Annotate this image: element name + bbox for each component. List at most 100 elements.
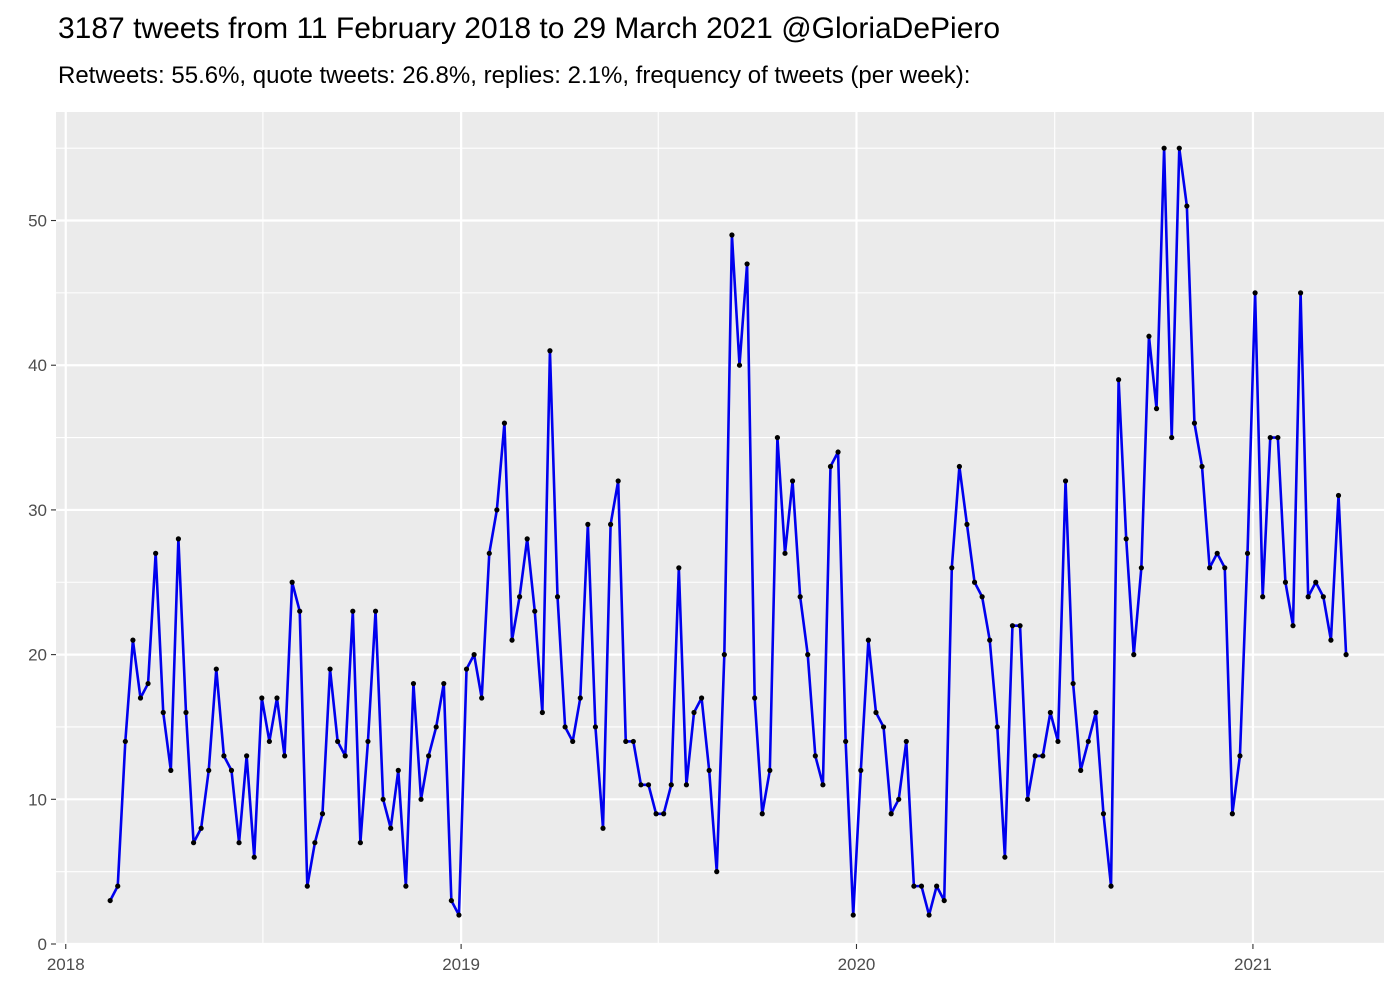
data-point [1199,463,1205,470]
data-point [820,782,826,788]
data-point [517,594,523,600]
data-point [1328,637,1334,643]
data-point [744,261,750,267]
data-point [1153,406,1160,412]
minor-gridlines [56,112,1384,944]
data-point [714,869,720,875]
data-point [805,652,811,658]
data-point [721,652,727,658]
data-point [615,478,621,484]
data-point [911,883,917,889]
data-point [1260,594,1266,600]
data-point [994,724,1000,730]
data-point [266,738,272,745]
data-point [539,709,545,716]
data-point [532,608,538,614]
data-point [372,608,379,614]
data-point [130,637,136,643]
data-point [600,825,606,831]
data-point [236,840,242,846]
data-point [858,767,864,773]
data-point [1343,652,1349,658]
data-point [168,767,174,773]
data-point [463,666,470,672]
data-point [1320,594,1326,600]
y-tick-label: 50 [28,212,47,231]
data-point [319,811,326,817]
data-point [365,738,371,745]
data-point [926,912,932,918]
x-tick-label: 2019 [442,955,480,974]
data-point [1085,738,1091,745]
data-point [1275,434,1281,441]
data-point [183,709,189,716]
data-point [1207,565,1213,571]
data-point [1290,623,1296,629]
data-point [160,709,166,716]
data-point [759,811,765,817]
data-point [1146,333,1152,339]
data-point [547,348,553,354]
data-point [304,883,310,889]
data-point [562,724,568,730]
data-point [752,695,758,701]
data-point [403,883,409,889]
data-point [448,897,454,904]
data-point [570,738,576,745]
data-point [190,840,197,846]
data-point [623,738,629,745]
data-point [213,666,219,672]
data-point [410,680,417,687]
data-point [873,709,879,716]
data-point [554,594,561,600]
data-point [653,811,659,817]
data-point [1229,811,1235,817]
data-point [524,536,530,542]
data-point [934,883,940,889]
data-point [941,897,947,904]
x-tick-label: 2021 [1234,955,1272,974]
data-point [630,738,636,745]
data-point [1138,565,1144,571]
data-point [896,796,902,802]
data-point [979,594,985,600]
data-point [1131,652,1137,658]
data-point [1191,420,1198,426]
data-point [357,840,363,846]
data-point [501,420,508,426]
y-tick-label: 30 [28,501,47,520]
data-point [259,695,265,701]
data-point [342,753,348,759]
data-point [1093,709,1099,716]
data-point [683,782,690,788]
data-point [1055,738,1061,745]
data-point [903,738,909,745]
data-point [153,550,159,556]
data-point [1169,434,1175,441]
data-point [880,724,887,730]
chart-subtitle: Retweets: 55.6%, quote tweets: 26.8%, re… [58,62,971,89]
data-point [691,709,697,716]
data-point [1222,565,1228,571]
axes: 0 10 20 30 40 50 2018 2019 2020 2021 [28,212,1272,974]
data-point [608,521,614,527]
data-point [395,767,401,773]
data-point [661,811,667,817]
data-point [638,782,644,788]
data-point [1032,753,1038,759]
data-point [888,811,894,817]
data-point [1017,623,1023,629]
data-point [1313,579,1319,585]
data-point [827,463,834,470]
data-point [1161,145,1167,151]
data-point [729,232,735,238]
x-tick-label: 2020 [838,955,876,974]
data-point [987,637,993,643]
series-line [109,146,1348,917]
data-point [426,753,432,759]
data-point [1123,536,1129,542]
data-point [297,608,303,614]
data-point [122,738,128,745]
data-point [244,753,250,759]
